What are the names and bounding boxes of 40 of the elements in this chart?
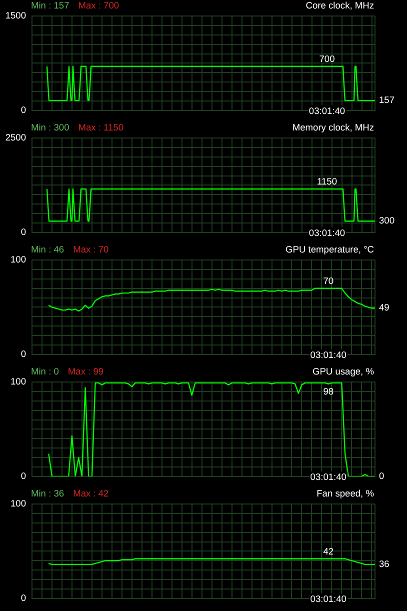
y-tick-label: 0 [20,592,26,603]
text: Max : 1150 [78,122,124,133]
data-label: 42 [323,546,334,556]
chart-title: GPU temperature, °C [286,244,374,255]
text: Min : 36 [31,488,64,499]
text: Min : 46 [31,244,64,255]
text: Min : 300 [31,122,70,133]
y-tick-label: 100 [10,254,26,265]
text: Min : 0 [31,366,59,377]
text: Max : 42 [73,488,109,499]
y-tick-label: 100 [10,498,26,509]
annotation: 03:01:40 [310,472,346,482]
text: Max : 700 [78,0,120,11]
annotation: 03:01:40 [310,594,346,604]
chart-title: GPU usage, % [312,366,374,377]
y-tick-label: 0 [20,470,26,481]
text: Max : 99 [68,366,104,377]
data-label: 36 [379,559,390,569]
chart-title: Core clock, MHz [306,0,374,11]
data-label: 157 [379,95,395,106]
y-tick-label: 2500 [5,132,26,143]
data-label: 0 [379,470,384,481]
y-tick-label: 0 [20,348,26,359]
annotation: 03:01:40 [310,350,346,360]
data-label: 70 [323,276,334,286]
y-tick-label: 100 [10,376,26,387]
data-label: 1150 [317,176,337,187]
text: Min : 157 [31,0,70,11]
data-label: 300 [379,216,395,226]
y-tick-label: 0 [20,226,26,237]
data-label: 49 [379,302,390,313]
data-label: 700 [319,54,335,64]
annotation: 03:01:40 [308,106,346,116]
text: Max : 70 [73,244,109,255]
data-label: 98 [323,386,334,396]
chart-title: Memory clock, MHz [292,122,374,133]
annotation: 03:01:40 [308,228,346,238]
y-tick-label: 1500 [5,10,26,21]
y-tick-label: 0 [20,104,26,115]
chart-title: Fan speed, % [316,488,374,499]
